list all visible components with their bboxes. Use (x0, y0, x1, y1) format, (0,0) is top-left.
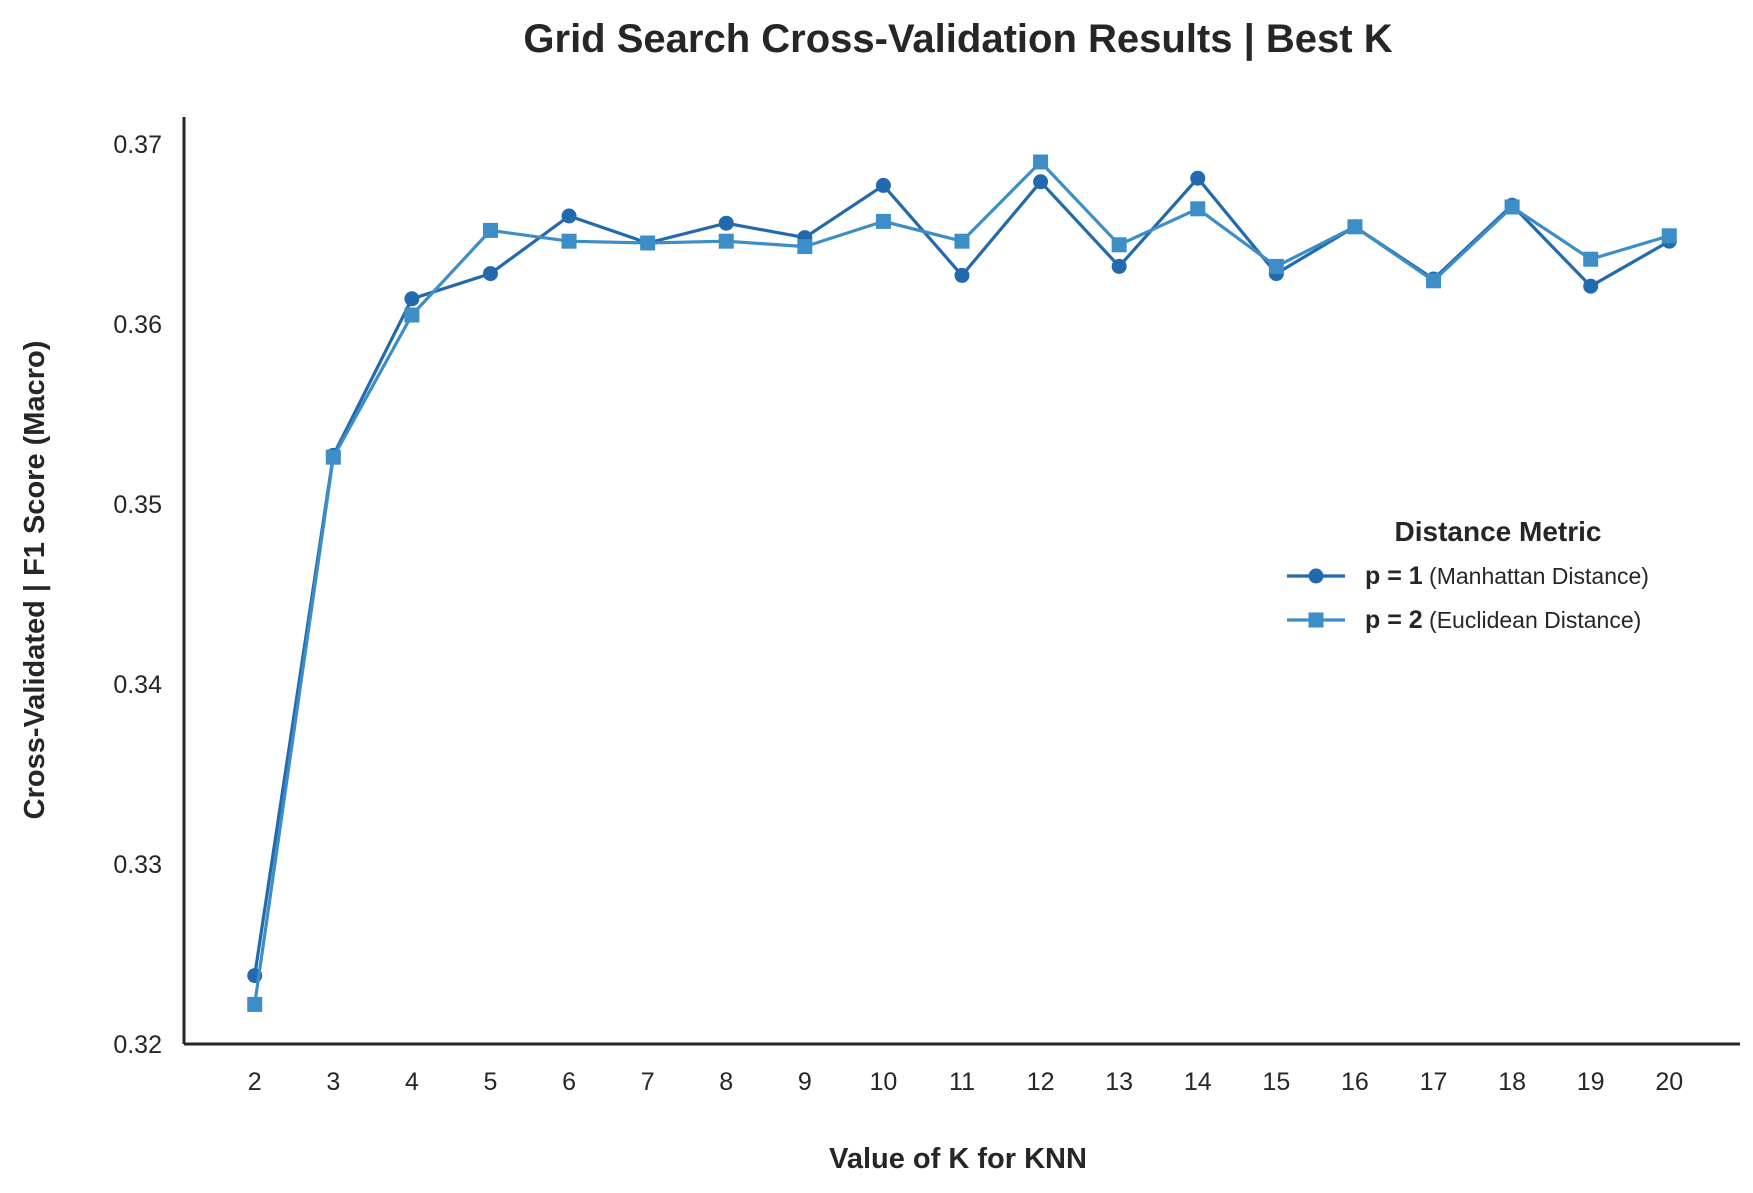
legend-label-description: (Manhattan Distance) (1423, 563, 1649, 589)
x-tick-label: 15 (1262, 1068, 1290, 1096)
data-point (1111, 258, 1127, 274)
legend: Distance Metric p = 1 (Manhattan Distanc… (1287, 516, 1649, 634)
x-tick-label: 6 (562, 1068, 576, 1096)
data-point (875, 213, 891, 229)
legend-label-metric: p = 1 (1365, 562, 1423, 590)
axes (182, 117, 1740, 1046)
y-axis-ticks: 0.32 0.33 0.34 0.35 0.36 0.37 (113, 131, 162, 1059)
chart-title: Grid Search Cross-Validation Results | B… (523, 17, 1392, 61)
y-tick-label: 0.35 (113, 491, 162, 519)
x-tick-label: 13 (1105, 1068, 1133, 1096)
x-tick-label: 4 (405, 1068, 419, 1096)
plot-area (247, 154, 1677, 1012)
legend-item-1: p = 1 (Manhattan Distance) (1287, 562, 1649, 590)
data-point (1268, 258, 1284, 274)
data-point (954, 233, 970, 249)
x-tick-label: 18 (1498, 1068, 1526, 1096)
legend-item-2: p = 2 (Euclidean Distance) (1287, 606, 1641, 634)
x-tick-label: 17 (1420, 1068, 1448, 1096)
x-tick-label: 8 (719, 1068, 733, 1096)
data-point (561, 208, 577, 224)
legend-swatch-marker (1308, 568, 1324, 584)
data-point (954, 267, 970, 283)
x-axis-label: Value of K for KNN (829, 1143, 1087, 1175)
data-point (718, 215, 734, 231)
x-tick-label: 16 (1341, 1068, 1369, 1096)
legend-label: p = 2 (Euclidean Distance) (1365, 606, 1641, 634)
data-point (1111, 237, 1127, 253)
x-tick-label: 9 (798, 1068, 812, 1096)
data-point (1033, 174, 1049, 190)
series-2 (247, 154, 1677, 1012)
data-point (1347, 219, 1363, 235)
x-tick-label: 7 (641, 1068, 655, 1096)
y-tick-label: 0.33 (113, 851, 162, 879)
legend-label: p = 1 (Manhattan Distance) (1365, 562, 1649, 590)
y-tick-label: 0.37 (113, 131, 162, 159)
data-point (875, 177, 891, 193)
x-axis-ticks: 2 3 4 5 6 7 8 9 10 11 12 13 14 15 16 17 18 19 20 (248, 1068, 1683, 1096)
data-point (482, 266, 498, 282)
x-tick-label: 10 (870, 1068, 898, 1096)
data-point (640, 235, 656, 251)
data-point (1033, 154, 1049, 170)
y-axis-label: Cross-Validated | F1 Score (Macro) (19, 341, 51, 820)
data-point (1583, 278, 1599, 294)
legend-label-metric: p = 2 (1365, 606, 1423, 634)
x-tick-label: 5 (484, 1068, 498, 1096)
data-point (1190, 170, 1206, 186)
data-point (404, 307, 420, 323)
data-point (482, 222, 498, 238)
y-tick-label: 0.34 (113, 671, 162, 699)
y-tick-label: 0.36 (113, 311, 162, 339)
data-point (797, 239, 813, 255)
data-point (1504, 199, 1520, 215)
data-point (561, 233, 577, 249)
x-tick-label: 14 (1184, 1068, 1212, 1096)
data-point (1190, 201, 1206, 217)
x-tick-label: 11 (949, 1068, 975, 1096)
x-tick-label: 2 (248, 1068, 262, 1096)
data-point (325, 449, 341, 465)
y-tick-label: 0.32 (113, 1031, 162, 1059)
x-tick-label: 20 (1655, 1068, 1683, 1096)
data-point (1426, 273, 1442, 289)
x-tick-label: 3 (326, 1068, 340, 1096)
legend-title: Distance Metric (1395, 516, 1602, 547)
legend-swatch-marker (1308, 612, 1324, 628)
legend-label-description: (Euclidean Distance) (1423, 607, 1642, 633)
x-tick-label: 19 (1577, 1068, 1605, 1096)
data-point (718, 233, 734, 249)
data-point (1661, 228, 1677, 244)
data-point (247, 996, 263, 1012)
x-tick-label: 12 (1027, 1068, 1055, 1096)
data-point (1583, 251, 1599, 267)
data-point (404, 291, 420, 307)
